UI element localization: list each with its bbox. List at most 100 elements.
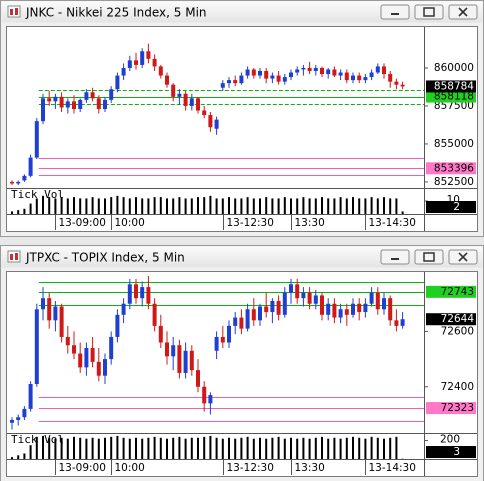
candle-body bbox=[165, 342, 169, 357]
button-face[interactable] bbox=[380, 4, 410, 20]
candle-body bbox=[313, 67, 318, 72]
volume-bar bbox=[327, 198, 330, 214]
candle-body bbox=[338, 72, 343, 76]
volume-bar bbox=[110, 197, 113, 214]
x-tick-label: 13-09:00 bbox=[59, 217, 106, 229]
window-button-max[interactable] bbox=[414, 4, 444, 20]
y-tick-label: 860000 bbox=[434, 62, 474, 74]
candle-body bbox=[301, 67, 306, 70]
candle-body bbox=[96, 98, 101, 109]
window-button-close[interactable] bbox=[448, 4, 478, 20]
candle-body bbox=[227, 80, 231, 84]
candle-body bbox=[16, 181, 21, 184]
volume-bar bbox=[339, 438, 342, 459]
candle-body bbox=[22, 408, 27, 418]
candle-body bbox=[400, 84, 405, 87]
title-bar bbox=[1, 246, 483, 268]
volume-bar bbox=[283, 438, 286, 459]
volume-bar bbox=[166, 438, 168, 459]
candle-body bbox=[369, 72, 374, 78]
candle-body bbox=[103, 99, 107, 109]
volume-bar bbox=[215, 198, 218, 214]
candle-body bbox=[22, 175, 27, 181]
volume-bar bbox=[277, 436, 280, 459]
candle-body bbox=[140, 51, 145, 65]
volume-bar bbox=[265, 438, 268, 459]
volume-bar bbox=[364, 438, 367, 459]
volume-bar bbox=[17, 455, 20, 459]
window-button-min[interactable] bbox=[380, 249, 410, 265]
candle-body bbox=[375, 66, 380, 73]
volume-bar bbox=[42, 435, 44, 459]
volume-bar bbox=[370, 197, 373, 214]
volume-bar bbox=[197, 437, 199, 459]
volume-bar bbox=[265, 197, 268, 214]
volume-bar bbox=[110, 436, 113, 459]
volume-bar bbox=[147, 437, 150, 459]
volume-bar bbox=[135, 197, 137, 214]
candle-body bbox=[344, 309, 349, 315]
x-tick-label: 13-12:30 bbox=[227, 462, 274, 474]
last-price-label: 72644 bbox=[441, 313, 475, 325]
volume-bar bbox=[246, 197, 249, 214]
volume-bar bbox=[314, 198, 317, 214]
volume-bar bbox=[364, 198, 367, 214]
volume-bar bbox=[389, 437, 392, 459]
candle-body bbox=[171, 84, 176, 97]
candle-body bbox=[363, 77, 368, 81]
volume-bar bbox=[172, 437, 175, 459]
candle-body bbox=[270, 300, 275, 313]
candle-body bbox=[152, 303, 157, 326]
candle-body bbox=[84, 92, 89, 100]
button-face[interactable] bbox=[414, 249, 444, 265]
volume-bar bbox=[128, 438, 131, 459]
candle-body bbox=[109, 336, 114, 360]
candle-body bbox=[227, 325, 231, 343]
candle-body bbox=[394, 320, 399, 326]
volume-bar bbox=[221, 438, 224, 459]
volume-bar bbox=[234, 198, 237, 214]
candle-body bbox=[239, 75, 244, 84]
candle-body bbox=[115, 75, 120, 90]
volume-bar bbox=[23, 453, 26, 459]
volume-bar bbox=[203, 436, 206, 459]
window-button-close[interactable] bbox=[448, 249, 478, 265]
volume-bar bbox=[11, 457, 13, 459]
volume-label: Tick Vol bbox=[11, 433, 64, 446]
window-button-max[interactable] bbox=[414, 249, 444, 265]
volume-bar bbox=[228, 437, 230, 459]
volume-bar bbox=[383, 197, 385, 214]
candle-body bbox=[258, 71, 262, 76]
x-tick-label: 13-14:30 bbox=[369, 217, 416, 229]
candle-body bbox=[127, 60, 132, 68]
volume-bar bbox=[389, 198, 392, 214]
candle-body bbox=[10, 419, 14, 423]
candle-body bbox=[276, 300, 281, 315]
volume-bar bbox=[290, 437, 292, 459]
y-tick-label: 855000 bbox=[434, 138, 474, 150]
last-price-box bbox=[426, 313, 476, 326]
volume-bar bbox=[54, 198, 57, 214]
volume-bar bbox=[333, 198, 336, 214]
candle-body bbox=[90, 92, 95, 99]
button-face[interactable] bbox=[380, 249, 410, 265]
candle-body bbox=[47, 98, 52, 102]
candle-body bbox=[264, 306, 269, 313]
x-tick-label: 10:00 bbox=[115, 462, 145, 474]
icon-box bbox=[7, 250, 21, 263]
volume-bar bbox=[122, 437, 125, 459]
volume-bar bbox=[197, 197, 199, 214]
window-button-min[interactable] bbox=[380, 4, 410, 20]
volume-bar bbox=[141, 198, 144, 214]
candle-body bbox=[301, 292, 306, 299]
volume-bar bbox=[308, 198, 311, 214]
candle-body bbox=[189, 350, 194, 371]
button-face[interactable] bbox=[414, 4, 444, 20]
candle-body bbox=[338, 309, 343, 318]
candle-body bbox=[289, 284, 293, 293]
last-volume-label: 3 bbox=[453, 446, 460, 458]
volume-bar bbox=[147, 198, 150, 214]
candle-body bbox=[295, 284, 300, 299]
candle-body bbox=[208, 395, 213, 404]
